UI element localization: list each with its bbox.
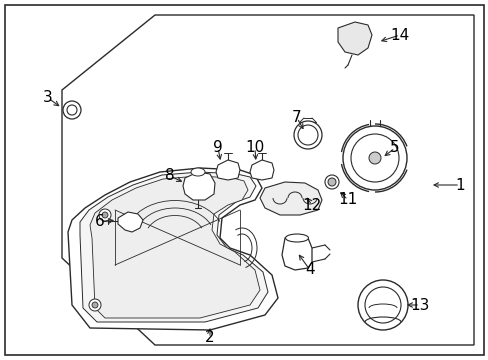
Polygon shape (282, 235, 311, 270)
Circle shape (293, 121, 321, 149)
Polygon shape (337, 22, 371, 55)
FancyBboxPatch shape (5, 5, 483, 355)
Circle shape (342, 126, 406, 190)
Text: 11: 11 (338, 193, 357, 207)
Circle shape (67, 105, 77, 115)
Circle shape (99, 209, 111, 221)
Circle shape (364, 287, 400, 323)
Circle shape (297, 125, 317, 145)
Circle shape (102, 212, 108, 218)
Text: 13: 13 (409, 297, 429, 312)
Text: 7: 7 (292, 111, 301, 126)
Polygon shape (68, 168, 278, 330)
Polygon shape (249, 160, 273, 180)
Circle shape (89, 299, 101, 311)
Ellipse shape (191, 168, 204, 176)
Text: 3: 3 (43, 90, 53, 105)
Circle shape (327, 178, 335, 186)
Circle shape (357, 280, 407, 330)
Circle shape (325, 175, 338, 189)
Ellipse shape (285, 234, 308, 242)
Text: 2: 2 (205, 330, 214, 346)
Text: 10: 10 (245, 140, 264, 156)
Circle shape (350, 134, 398, 182)
Text: 8: 8 (165, 168, 174, 184)
Polygon shape (216, 160, 240, 180)
Text: 5: 5 (389, 140, 399, 156)
Text: 1: 1 (454, 177, 464, 193)
Polygon shape (260, 182, 321, 215)
Circle shape (63, 101, 81, 119)
Text: 6: 6 (95, 215, 104, 230)
Polygon shape (90, 176, 260, 318)
Text: 14: 14 (389, 27, 409, 42)
Polygon shape (183, 172, 215, 200)
Polygon shape (118, 212, 142, 232)
Circle shape (368, 152, 380, 164)
Text: 9: 9 (213, 140, 223, 156)
Text: 4: 4 (305, 262, 314, 278)
Circle shape (92, 302, 98, 308)
Text: 12: 12 (302, 198, 321, 212)
Polygon shape (80, 172, 267, 322)
Polygon shape (62, 15, 473, 345)
